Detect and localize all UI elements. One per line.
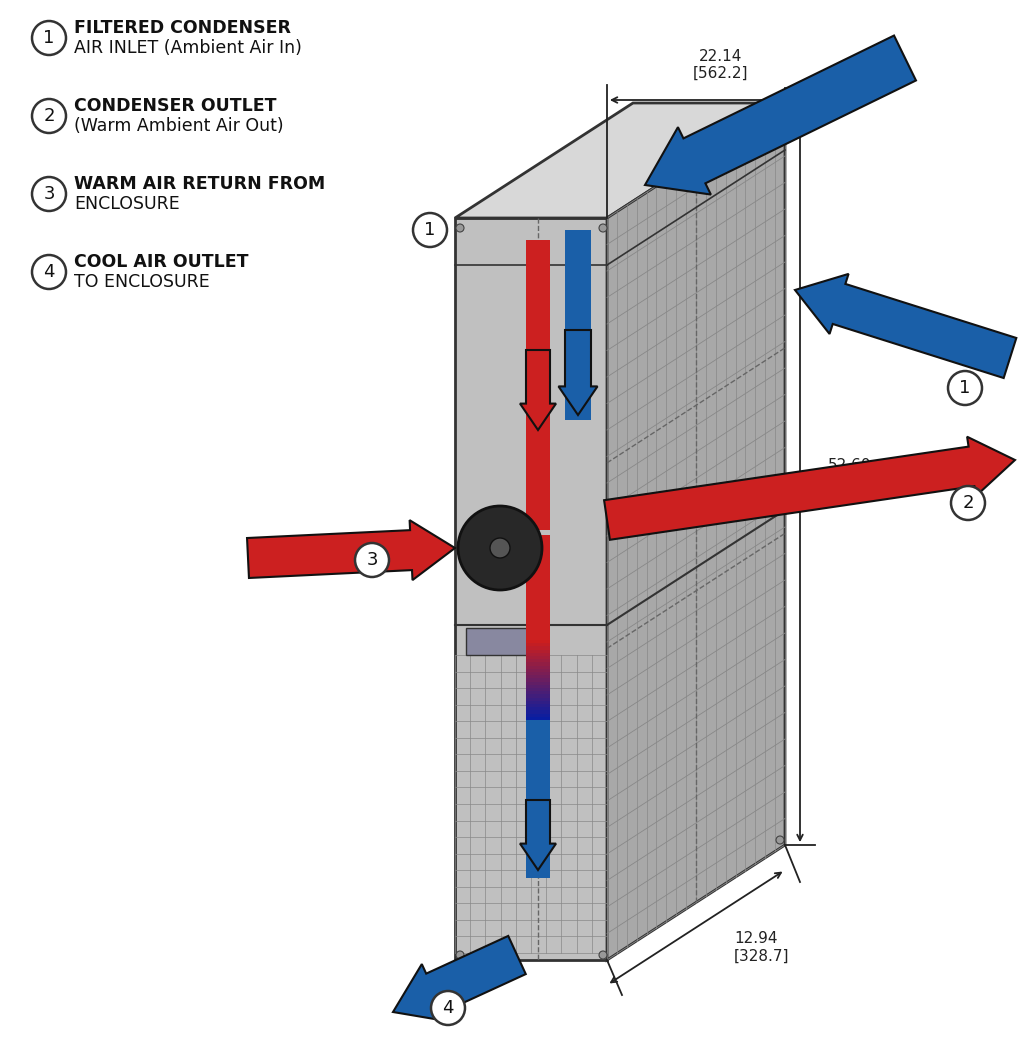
Text: (Warm Ambient Air Out): (Warm Ambient Air Out) — [74, 117, 284, 135]
Polygon shape — [455, 218, 607, 960]
Text: ENCLOSURE: ENCLOSURE — [74, 195, 180, 213]
Circle shape — [599, 951, 607, 959]
Polygon shape — [645, 35, 916, 195]
Polygon shape — [558, 330, 597, 415]
Polygon shape — [455, 103, 785, 218]
Circle shape — [776, 836, 784, 844]
Text: 52.60
[1336.1]: 52.60 [1336.1] — [828, 457, 893, 491]
Bar — [526, 666, 550, 669]
Bar — [526, 720, 550, 878]
Polygon shape — [604, 437, 1015, 540]
Circle shape — [599, 224, 607, 232]
Bar — [526, 713, 550, 717]
Text: 1: 1 — [43, 29, 54, 47]
Bar — [526, 688, 550, 692]
Circle shape — [456, 224, 464, 232]
Text: 4: 4 — [442, 999, 454, 1017]
Bar — [526, 701, 550, 704]
Circle shape — [490, 538, 510, 558]
Circle shape — [355, 543, 389, 577]
Text: 2: 2 — [43, 107, 54, 125]
Polygon shape — [520, 351, 556, 430]
Bar — [526, 698, 550, 701]
Text: 1: 1 — [424, 221, 435, 239]
Bar — [466, 628, 530, 655]
Circle shape — [776, 104, 784, 112]
Circle shape — [456, 951, 464, 959]
Polygon shape — [607, 103, 785, 960]
Text: TO ENCLOSURE: TO ENCLOSURE — [74, 273, 210, 291]
Polygon shape — [795, 274, 1017, 379]
Text: 22.14
[562.2]: 22.14 [562.2] — [693, 49, 749, 81]
Bar — [526, 710, 550, 713]
Bar — [526, 681, 550, 684]
Circle shape — [32, 255, 66, 289]
Text: CONDENSER OUTLET: CONDENSER OUTLET — [74, 97, 276, 115]
Bar — [526, 653, 550, 656]
Circle shape — [32, 177, 66, 211]
Text: 3: 3 — [43, 185, 54, 203]
Bar — [526, 692, 550, 695]
Bar — [526, 704, 550, 707]
Bar — [526, 649, 550, 653]
Text: COOL AIR OUTLET: COOL AIR OUTLET — [74, 253, 249, 271]
Bar — [526, 660, 550, 663]
Circle shape — [948, 371, 982, 405]
Text: WARM AIR RETURN FROM: WARM AIR RETURN FROM — [74, 175, 326, 193]
Polygon shape — [393, 936, 525, 1021]
Bar — [565, 230, 591, 420]
Text: 4: 4 — [43, 263, 54, 281]
Circle shape — [32, 21, 66, 55]
Bar — [526, 707, 550, 710]
Circle shape — [458, 506, 542, 590]
Bar — [526, 240, 550, 530]
Polygon shape — [247, 521, 455, 580]
Bar — [526, 717, 550, 720]
Bar — [526, 695, 550, 698]
Bar — [526, 678, 550, 681]
Bar — [526, 684, 550, 688]
Circle shape — [32, 99, 66, 133]
Bar — [526, 656, 550, 660]
Bar — [526, 646, 550, 649]
Text: FILTERED CONDENSER: FILTERED CONDENSER — [74, 19, 291, 37]
Bar — [526, 672, 550, 675]
Circle shape — [951, 486, 985, 520]
Bar — [526, 535, 550, 640]
Text: 3: 3 — [367, 551, 378, 569]
Polygon shape — [520, 800, 556, 870]
Text: 1: 1 — [959, 379, 971, 397]
Circle shape — [413, 213, 447, 247]
Bar — [526, 640, 550, 643]
Text: 12.94
[328.7]: 12.94 [328.7] — [734, 931, 790, 963]
Text: AIR INLET (Ambient Air In): AIR INLET (Ambient Air In) — [74, 39, 302, 57]
Bar — [526, 675, 550, 678]
Circle shape — [431, 991, 465, 1025]
Bar — [526, 643, 550, 646]
Bar — [526, 663, 550, 666]
Bar — [526, 669, 550, 672]
Text: 2: 2 — [963, 494, 974, 512]
